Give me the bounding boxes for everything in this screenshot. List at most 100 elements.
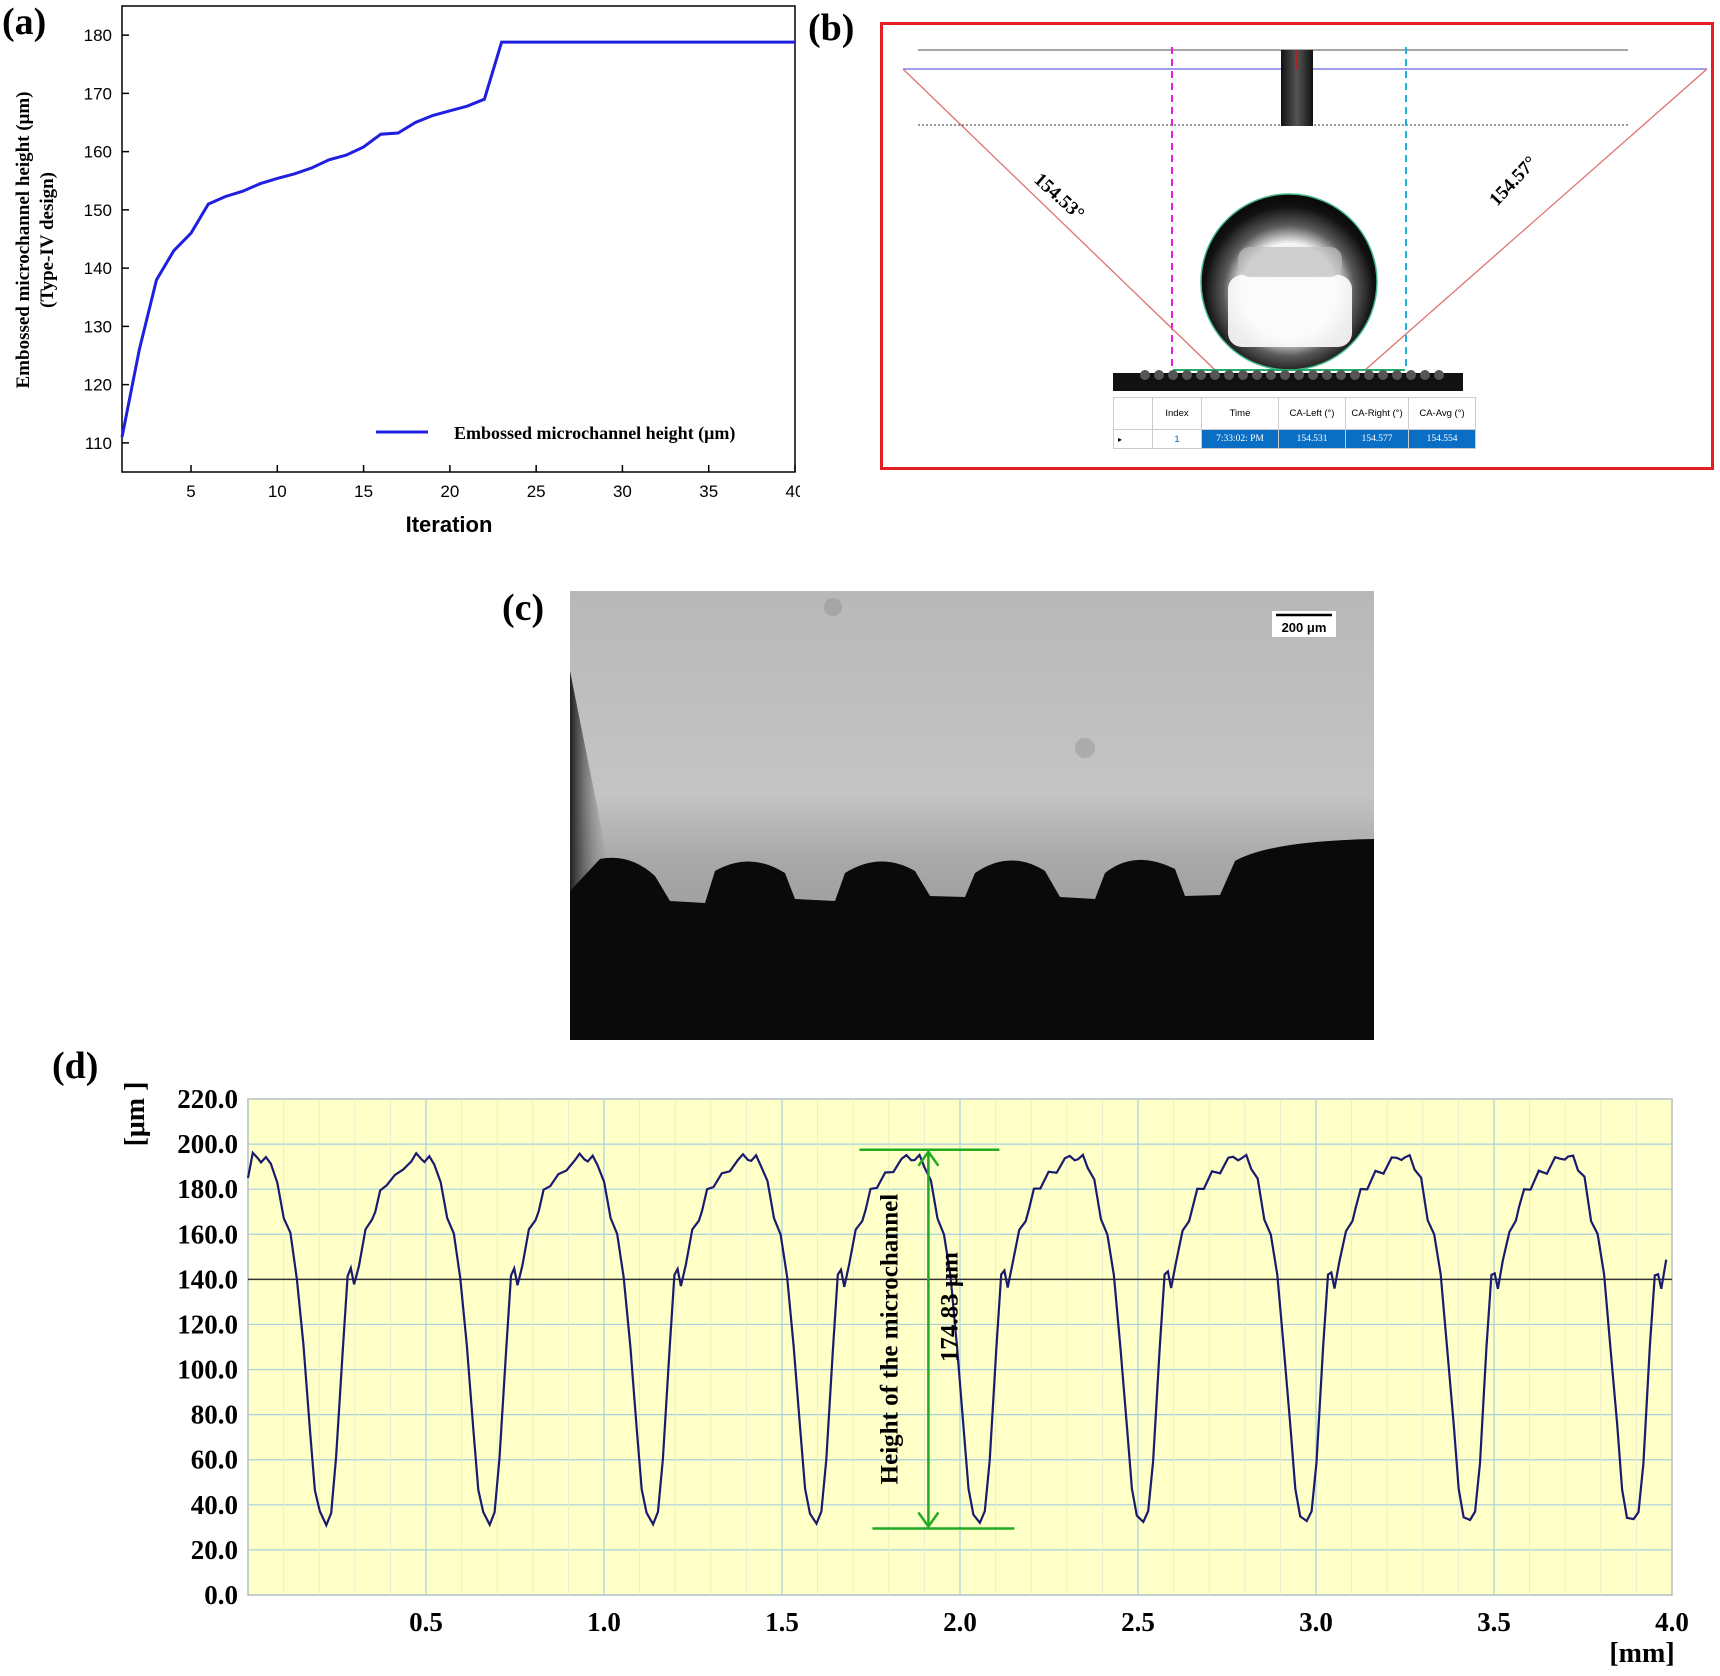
contact-angle-table: Index Time CA-Left (°) CA-Right (°) CA-A…	[1113, 397, 1476, 449]
substrate-texture	[1140, 370, 1444, 380]
substrate-bump	[1238, 370, 1248, 380]
chart-a-ytick-label: 130	[84, 317, 112, 336]
chart-a-xtick-label: 5	[186, 482, 195, 501]
chart-d-ytick-label: 100.0	[177, 1355, 238, 1385]
annotation-arrowhead-top	[917, 1149, 940, 1167]
chart-d-xtick-label: 3.0	[1299, 1607, 1333, 1637]
right-tangent-line	[1364, 68, 1708, 371]
micrograph-left-edge	[570, 671, 610, 891]
substrate-bump	[1392, 370, 1402, 380]
substrate-bump	[1140, 370, 1150, 380]
chart-d-ytick-label: 40.0	[191, 1490, 238, 1520]
row-pointer-cell: ▸	[1113, 429, 1153, 449]
chart-d-xtick-label: 1.5	[765, 1607, 799, 1637]
substrate-bump	[1252, 370, 1262, 380]
substrate-bump	[1434, 370, 1444, 380]
micrograph-particle-2	[1075, 738, 1095, 758]
chart-d-ytick-label: 160.0	[177, 1219, 238, 1249]
micrograph-particle-1	[824, 598, 842, 616]
chart-d-xtick-label: 3.5	[1477, 1607, 1511, 1637]
table-header-ca-right: CA-Right (°)	[1345, 397, 1409, 430]
right-angle-label: 154.57°	[1485, 152, 1541, 210]
substrate-bump	[1406, 370, 1416, 380]
chart-a-ytick-label: 170	[84, 84, 112, 103]
chart-a-xtick-label: 40	[786, 482, 800, 501]
contact-angle-image: 154.53° 154.57°	[902, 47, 1708, 391]
chart-d-ytick-label: 220.0	[177, 1084, 238, 1114]
chart-d-ytick-label: 80.0	[191, 1400, 238, 1430]
chart-a-xtick-label: 10	[268, 482, 287, 501]
panel-label-b: (b)	[808, 7, 855, 49]
chart-d-ytick-label: 0.0	[204, 1580, 238, 1610]
substrate-bump	[1210, 370, 1220, 380]
panel-label-a: (a)	[2, 1, 47, 43]
substrate-bump	[1294, 370, 1304, 380]
substrate-bump	[1322, 370, 1332, 380]
micrograph-substrate-profile	[570, 839, 1374, 1040]
chart-d-xtick-label: 1.0	[587, 1607, 621, 1637]
panel-label-d: (d)	[52, 1045, 99, 1087]
chart-d-ytick-label: 120.0	[177, 1309, 238, 1339]
substrate-bump	[1350, 370, 1360, 380]
chart-a-ytick-label: 110	[85, 434, 112, 453]
droplet-highlight	[1228, 275, 1352, 347]
left-tangent-line	[902, 68, 1216, 371]
chart-a-ytick-label: 180	[84, 26, 112, 45]
chart-a-ytick-label: 160	[84, 143, 112, 162]
substrate-bump	[1196, 370, 1206, 380]
chart-d-yunit: [μm ]	[120, 1082, 151, 1147]
chart-a-series-line	[120, 40, 795, 438]
row-index-cell: 1	[1152, 429, 1202, 449]
table-header-ca-avg: CA-Avg (°)	[1408, 397, 1476, 430]
substrate-bump	[1154, 370, 1164, 380]
substrate-bump	[1266, 370, 1276, 380]
substrate-bump	[1364, 370, 1374, 380]
annotation-label: Height of the microchannel	[876, 1194, 903, 1485]
left-angle-label: 154.53°	[1030, 169, 1089, 225]
table-corner-cell	[1113, 397, 1153, 430]
annotation-value: 174.83 μm	[936, 1252, 963, 1362]
chart-a-xtick-label: 15	[354, 482, 373, 501]
chart-d-profile-line	[246, 1150, 1668, 1528]
chart-d-ytick-label: 180.0	[177, 1174, 238, 1204]
table-header-index: Index	[1152, 397, 1202, 430]
chart-a-plot-frame	[121, 5, 796, 473]
contact-angle-panel: 154.53° 154.57° Index Time CA-Left (°) C…	[880, 22, 1714, 470]
chart-d-xtick-label: 2.5	[1121, 1607, 1155, 1637]
table-header-row: Index Time CA-Left (°) CA-Right (°) CA-A…	[1113, 397, 1476, 430]
scale-bar-label: 200 μm	[1282, 620, 1327, 635]
substrate-bump	[1420, 370, 1430, 380]
table-header-time: Time	[1201, 397, 1279, 430]
substrate-bump	[1280, 370, 1290, 380]
chart-a-xtick-label: 25	[527, 482, 546, 501]
chart-d-xtick-label: 4.0	[1655, 1607, 1689, 1637]
row-ca-avg-cell: 154.554	[1408, 429, 1476, 449]
chart-a-ytick-label: 120	[84, 376, 112, 395]
chart-a-xtick-label: 20	[440, 482, 459, 501]
table-row[interactable]: ▸ 1 7:33:02: PM 154.531 154.577 154.554	[1113, 429, 1476, 449]
chart-d-ytick-label: 140.0	[177, 1264, 238, 1294]
substrate-bump	[1378, 370, 1388, 380]
chart-d-xtick-label: 0.5	[409, 1607, 443, 1637]
chart-d-xtick-label: 2.0	[943, 1607, 977, 1637]
panel-label-c: (c)	[502, 587, 545, 629]
chart-a-legend-label: Embossed microchannel height (μm)	[454, 423, 735, 444]
chart-d: 0.0 20.0 40.0 60.0 80.0 100.0 120.0 140.0 160.0 1…	[120, 1082, 1689, 1669]
chart-a-ylabel-2: (Type-IV design)	[37, 172, 58, 308]
chart-d-ytick-label: 20.0	[191, 1535, 238, 1565]
droplet-upper-glare	[1238, 247, 1342, 277]
chart-a-xtick-label: 35	[699, 482, 718, 501]
chart-a-ytick-label: 150	[84, 201, 112, 220]
substrate-bump	[1182, 370, 1192, 380]
microchannel-micrograph: 200 μm	[570, 591, 1374, 1040]
chart-a-xtick-label: 30	[613, 482, 632, 501]
substrate-bump	[1336, 370, 1346, 380]
chart-d-ytick-label: 60.0	[191, 1445, 238, 1475]
chart-a-xlabel: Iteration	[406, 512, 493, 537]
row-ca-right-cell: 154.577	[1345, 429, 1409, 449]
chart-a: 5 10 15 20 25 30 35 40110120130140150160170180 …	[13, 5, 800, 537]
chart-d-ytick-label: 200.0	[177, 1129, 238, 1159]
chart-a-ylabel-1: Embossed microchannel height (μm)	[13, 91, 34, 388]
row-ca-left-cell: 154.531	[1278, 429, 1346, 449]
chart-d-xunit: [mm]	[1609, 1638, 1674, 1669]
